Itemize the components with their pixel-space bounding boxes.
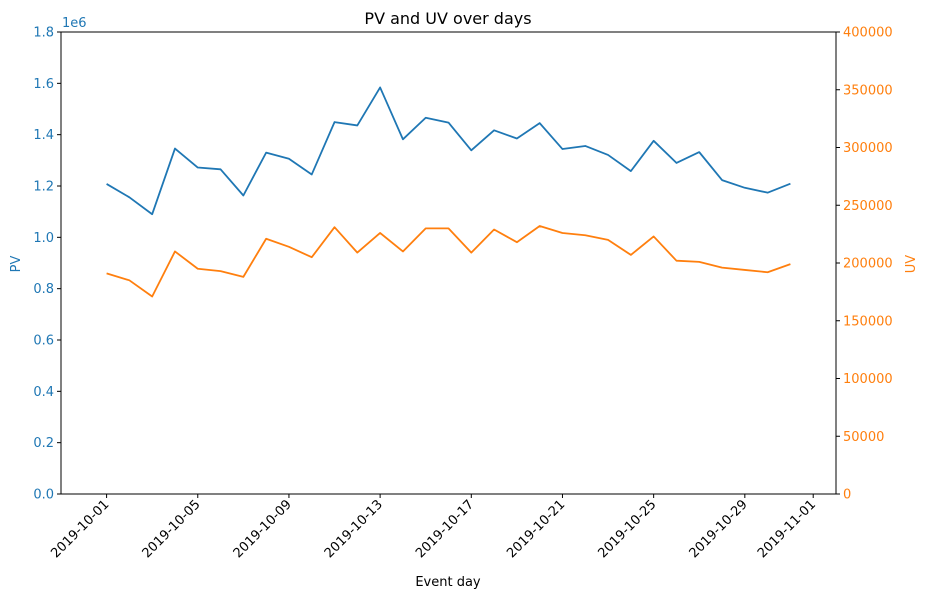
right-tick-label: 300000 [843, 141, 893, 156]
right-tick-label: 0 [843, 488, 851, 503]
x-tick-label: 2019-10-09 [231, 497, 295, 561]
left-axis-multiplier: 1e6 [62, 16, 87, 31]
series-line-pv [106, 86, 791, 216]
right-tick-label: 250000 [843, 199, 893, 214]
left-tick-label: 1.6 [33, 77, 54, 92]
left-tick-label: 1.0 [33, 231, 54, 246]
left-tick-label: 0.2 [33, 436, 54, 451]
left-tick-label: 1.8 [33, 26, 54, 41]
left-axis-label: PV [9, 256, 24, 273]
x-tick-label: 2019-10-29 [687, 497, 751, 561]
series-layer [106, 86, 791, 298]
x-tick-label: 2019-10-17 [413, 497, 477, 561]
right-tick-label: 350000 [843, 83, 893, 98]
left-tick-label: 0.6 [33, 334, 54, 349]
x-tick-label: 2019-10-25 [595, 497, 659, 561]
x-tick-label: 2019-11-01 [755, 497, 819, 561]
x-tick-label: 2019-10-05 [140, 497, 204, 561]
x-tick-label: 2019-10-01 [48, 497, 112, 561]
left-tick-label: 0.4 [33, 385, 54, 400]
right-tick-label: 100000 [843, 372, 893, 387]
left-tick-label: 1.4 [33, 128, 54, 143]
x-tick-label: 2019-10-21 [504, 497, 568, 561]
left-tick-label: 0.8 [33, 282, 54, 297]
chart-title: PV and UV over days [364, 9, 531, 28]
x-tick-label: 2019-10-13 [322, 497, 386, 561]
left-tick-label: 0.0 [33, 488, 54, 503]
axes-layer: 0.0 0.2 0.4 0.6 0.8 1.0 1.2 1.4 1.6 1.8 0 50000 1000… [33, 26, 892, 562]
right-tick-label: 50000 [843, 430, 884, 445]
right-tick-label: 150000 [843, 314, 893, 329]
right-tick-label: 200000 [843, 257, 893, 272]
right-axis-label: UV [904, 255, 919, 274]
left-tick-label: 1.2 [33, 180, 54, 195]
series-line-uv [106, 225, 791, 298]
right-tick-label: 400000 [843, 26, 893, 41]
x-axis-label: Event day [415, 575, 481, 590]
